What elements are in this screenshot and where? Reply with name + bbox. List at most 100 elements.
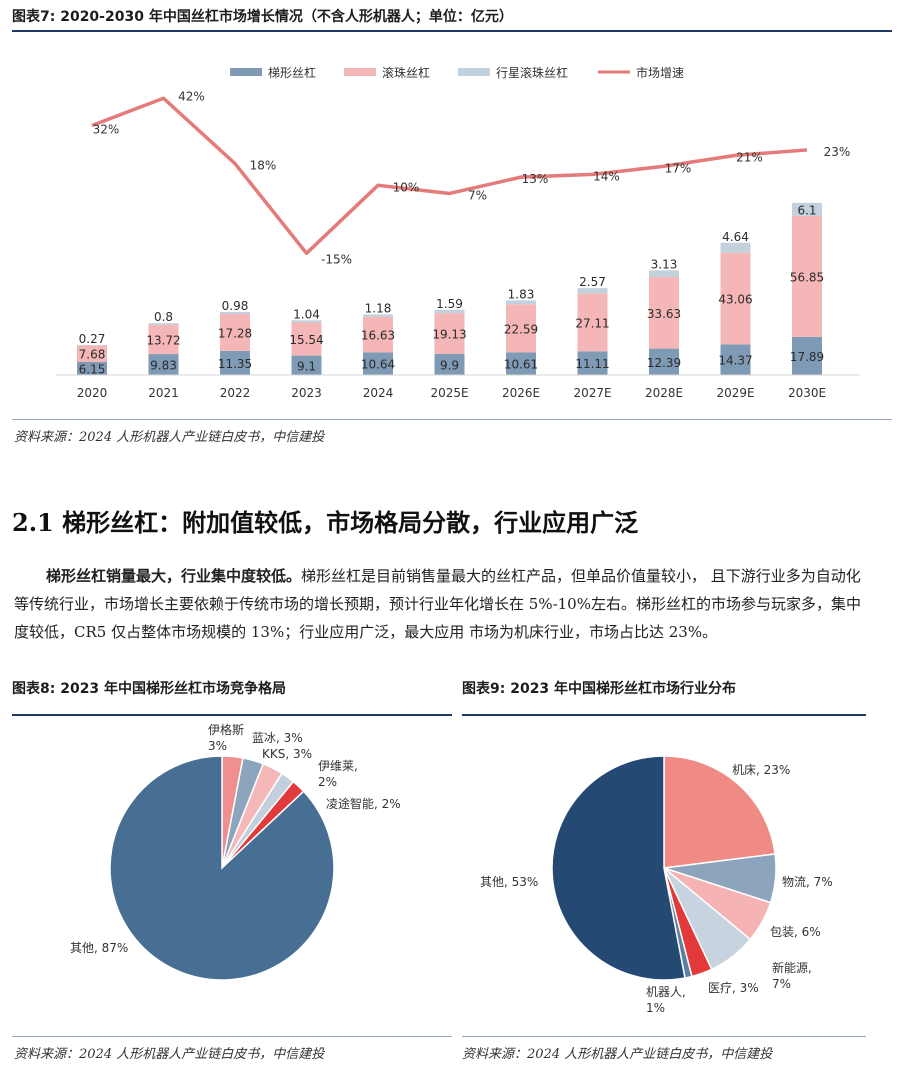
x-tick-2027E: 2027E — [573, 386, 611, 400]
bar-label-2027E-2: 2.57 — [579, 275, 606, 289]
x-tick-2025E: 2025E — [430, 386, 468, 400]
pie-label-3: 伊维莱, — [318, 759, 358, 773]
bar-2026E-2 — [506, 300, 536, 305]
growth-label-2026E: 13% — [522, 172, 549, 186]
x-tick-2020: 2020 — [77, 386, 108, 400]
bar-label-2024-0: 10.64 — [361, 358, 395, 372]
legend-swatch-1 — [344, 68, 376, 76]
paragraph-body: 梯形丝杠是目前销售量最大的丝杠产品，但单品价值量较小， 且下游行业多为自动化等传… — [14, 567, 861, 641]
pie-label-2: 包装, 6% — [770, 925, 821, 939]
pie-slice-5 — [109, 755, 335, 981]
bar-2020-2 — [77, 344, 107, 346]
bar-label-2021-1: 13.72 — [146, 333, 180, 347]
bar-label-2028E-1: 33.63 — [647, 307, 681, 321]
bar-2021-1 — [148, 324, 179, 355]
bar-label-2021-2: 0.8 — [154, 310, 173, 324]
figure7-title: 图表7: 2020-2030 年中国丝杠市场增长情况（不含人形机器人；单位：亿元… — [12, 9, 513, 25]
pie-label-0: 机床, 23% — [732, 763, 790, 777]
growth-label-2029E: 21% — [736, 150, 763, 164]
bar-label-2029E-2: 4.64 — [722, 230, 749, 244]
bar-2025E-1 — [434, 313, 465, 354]
pie-label-4: 医疗, 3% — [708, 981, 759, 995]
legend-label-2: 行星滚珠丝杠 — [496, 65, 568, 80]
bar-2023-2 — [291, 320, 322, 323]
pie-label-1: 物流, 7% — [782, 875, 833, 889]
pie-label-5-1: 1% — [646, 1001, 665, 1015]
growth-label-2021: 42% — [178, 89, 205, 103]
x-tick-2024: 2024 — [363, 386, 394, 400]
legend-swatch-0 — [230, 68, 262, 76]
growth-label-2025E: 7% — [468, 188, 487, 202]
pie-label-3-1: 7% — [772, 977, 791, 991]
bar-2024-0 — [363, 352, 393, 375]
pie-slice-0 — [663, 755, 776, 869]
pie-label-4: 凌途智能, 2% — [326, 796, 401, 811]
bar-label-2026E-1: 22.59 — [504, 322, 538, 336]
bar-label-2022-0: 11.35 — [218, 357, 252, 371]
pie-label-5: 其他, 87% — [70, 941, 128, 955]
bar-2027E-1 — [577, 293, 608, 352]
pie-label-6: 其他, 53% — [480, 875, 538, 889]
bar-2030E-1 — [792, 215, 822, 337]
bar-2022-0 — [220, 350, 250, 375]
bar-2023-1 — [291, 322, 322, 356]
x-tick-2021: 2021 — [148, 386, 179, 400]
bar-2021-2 — [148, 323, 179, 325]
x-tick-2029E: 2029E — [716, 386, 754, 400]
growth-label-2023: -15% — [321, 252, 352, 266]
pie-label-1: 蓝冰, 3% — [252, 731, 303, 745]
bar-2026E-0 — [506, 352, 536, 375]
bar-2025E-2 — [434, 309, 465, 314]
bar-2024-2 — [363, 314, 393, 317]
bar-2023-0 — [291, 355, 322, 375]
growth-label-2030E: 23% — [824, 145, 851, 159]
bar-2028E-2 — [649, 270, 679, 277]
figure9-bottom-rule — [462, 1036, 866, 1037]
bar-label-2028E-2: 3.13 — [651, 257, 678, 271]
bar-label-2023-0: 9.1 — [297, 359, 316, 373]
figure7-top-rule — [12, 30, 892, 32]
bar-label-2024-1: 16.63 — [361, 329, 395, 343]
figure8-top-rule — [12, 714, 452, 716]
figure8-source: 资料来源：2024 人形机器人产业链白皮书，中信建投 — [14, 1047, 325, 1062]
bar-2022-2 — [220, 311, 250, 315]
bar-2030E-2 — [792, 202, 822, 216]
x-tick-2030E: 2030E — [788, 386, 826, 400]
bar-label-2023-1: 15.54 — [289, 333, 323, 347]
bar-label-2029E-1: 43.06 — [718, 293, 752, 307]
figure8-bottom-rule — [12, 1036, 452, 1037]
paragraph-lead: 梯形丝杠销量最大，行业集中度较低。 — [46, 567, 302, 585]
bar-2029E-2 — [720, 242, 751, 253]
industry-pie-chart: 机床, 23% 物流, 7% 包装, 6% 新能源, 7% 医疗, 3% 机器人, 1% 其他,… — [480, 755, 833, 1015]
bar-2028E-1 — [649, 276, 679, 349]
bar-2029E-0 — [720, 344, 751, 375]
figure9-title: 图表9: 2023 年中国梯形丝杠市场行业分布 — [462, 681, 737, 697]
legend-swatch-2 — [458, 68, 490, 76]
bar-label-2022-2: 0.98 — [222, 299, 249, 313]
bar-label-2025E-0: 9.9 — [440, 358, 459, 372]
growth-line — [91, 96, 808, 256]
bar-label-2020-0: 6.15 — [79, 362, 106, 376]
competition-pie-chart: 伊格斯 3% 蓝冰, 3% KKS, 3% 伊维莱, 2% 凌途智能, 2% 其他, 87% — [70, 722, 401, 981]
bar-label-2030E-0: 17.89 — [790, 350, 824, 364]
pie-label-0: 伊格斯 — [208, 722, 244, 737]
bar-label-2021-0: 9.83 — [150, 359, 177, 373]
bar-2024-1 — [363, 316, 393, 353]
bar-label-2030E-1: 56.85 — [790, 270, 824, 284]
growth-label-2020: 32% — [93, 122, 120, 136]
bar-label-2026E-0: 10.61 — [504, 358, 538, 372]
market-growth-chart: 梯形丝杠 滚珠丝杠 行星滚珠丝杠 市场增速 6.157.68 0.27 9.83 13.72… — [56, 65, 860, 400]
pie-label-5: 机器人, — [646, 985, 686, 999]
pie-slice-6 — [551, 755, 686, 981]
bar-label-2025E-1: 19.13 — [432, 328, 466, 342]
pie-label-0-1: 3% — [208, 739, 227, 753]
pie-label-3-1: 2% — [318, 775, 337, 789]
bar-2025E-0 — [434, 353, 465, 375]
bar-2027E-2 — [577, 288, 608, 294]
bar-label-2027E-0: 11.11 — [575, 357, 609, 371]
bar-2020-1 — [77, 345, 107, 362]
legend-label-3: 市场增速 — [636, 65, 684, 80]
pie-label-2: KKS, 3% — [262, 747, 312, 761]
bar-2030E-0 — [792, 336, 822, 375]
bar-label-2028E-0: 12.39 — [647, 356, 681, 370]
